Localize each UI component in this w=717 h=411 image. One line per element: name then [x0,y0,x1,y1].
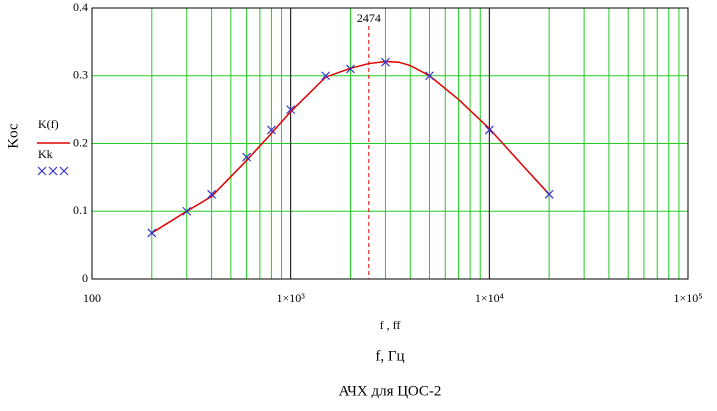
legend-label: K(f) [38,117,59,131]
y-axis-label: Kос [5,123,21,149]
marker [484,125,494,135]
marker [381,57,390,67]
caption: АЧХ для ЦОС-2 [339,383,442,399]
marker [207,189,217,199]
legend-swatch [48,166,58,176]
plot-frame [91,7,689,280]
y-tick-label: 0.2 [73,135,88,149]
marker [182,206,192,216]
x-tick-label: 1×10³ [276,291,305,305]
marker [286,105,296,115]
x-tick-label: 100 [83,291,101,305]
marker [544,189,554,199]
curve [151,60,550,234]
y-tick-label: 0.3 [73,68,88,82]
y-tick-label: 0.4 [73,0,88,14]
marker-label: 2474 [357,11,381,25]
marker [425,71,434,81]
marker [346,64,355,74]
marker [266,125,276,135]
x-tick-label: 1×10⁵ [674,291,703,305]
legend-swatch [37,166,47,176]
x-tick-label: 1×10⁴ [475,291,504,305]
legend-label: Kk [38,147,53,161]
y-tick-label: 0 [82,271,88,285]
legend-swatch [59,166,69,176]
marker [242,152,252,162]
x-caption: f, Гц [375,348,404,364]
marker [147,228,157,238]
marker [321,71,331,81]
x-axis-label: f , ff [380,318,401,332]
y-tick-label: 0.1 [73,203,88,217]
